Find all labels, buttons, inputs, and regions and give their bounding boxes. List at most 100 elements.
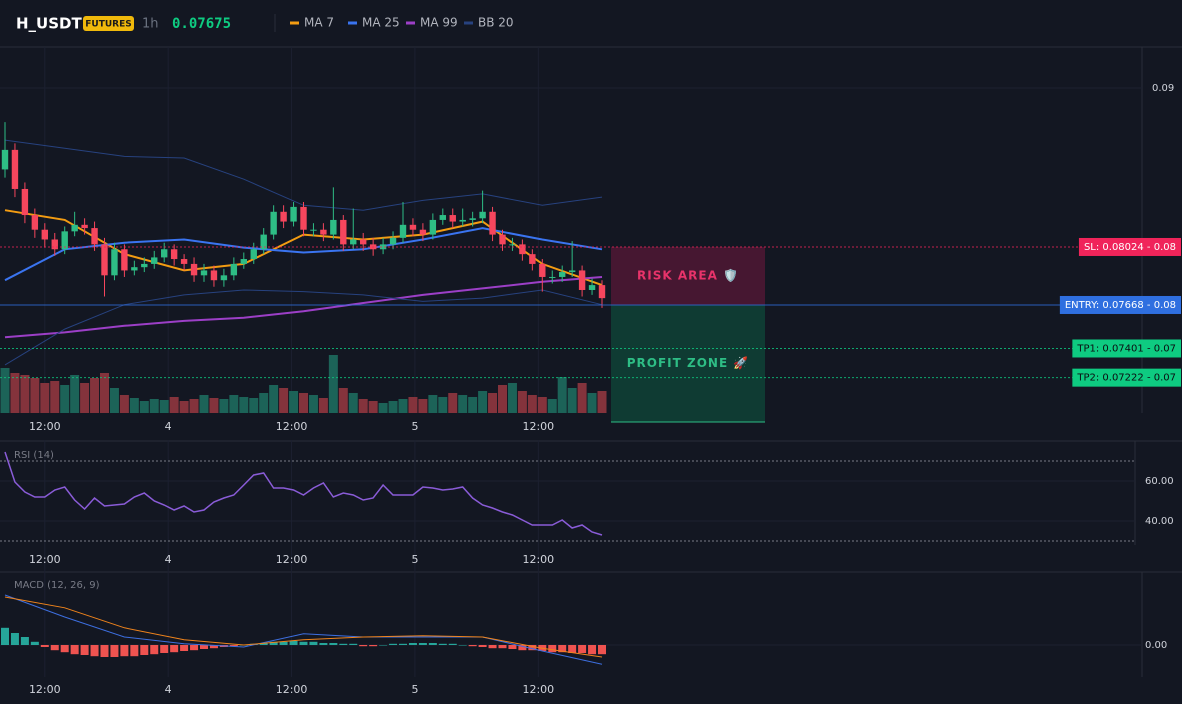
- volume-bar: [587, 393, 597, 413]
- macd-bar: [229, 645, 238, 647]
- volume-bar: [40, 383, 50, 413]
- x-tick-label: 5: [411, 420, 418, 433]
- candle-body: [489, 211, 496, 235]
- volume-bar: [119, 395, 129, 413]
- macd-bar: [40, 645, 49, 647]
- volume-bar: [60, 385, 70, 413]
- y-tick-label: 0.00: [1145, 640, 1167, 651]
- volume-bar: [269, 385, 279, 413]
- candle-body: [31, 215, 39, 230]
- candle-body: [350, 239, 357, 245]
- x-tick-label: 12:00: [29, 420, 61, 433]
- volume-bar: [567, 388, 577, 413]
- macd-bar: [379, 645, 388, 646]
- volume-bar: [388, 401, 398, 413]
- candle-body: [529, 254, 536, 264]
- volume-bar: [557, 377, 567, 413]
- macd-bar: [578, 645, 587, 653]
- x-tick-label: 5: [411, 553, 418, 566]
- macd-bar: [508, 645, 517, 649]
- candle-body: [161, 249, 168, 258]
- volume-bar: [488, 393, 498, 413]
- volume-bar: [219, 399, 229, 413]
- macd-bar: [150, 645, 159, 655]
- macd-bar: [289, 641, 298, 645]
- level-label: TP1: 0.07401 - 0.07: [1076, 343, 1176, 354]
- volume-bar: [507, 383, 517, 413]
- macd-bar: [259, 643, 268, 645]
- macd-bar: [468, 645, 477, 647]
- candle-body: [270, 211, 277, 235]
- macd-bar: [458, 645, 467, 646]
- y-tick-label: 60.00: [1145, 476, 1174, 487]
- macd-bar: [110, 645, 119, 657]
- macd-bar: [448, 643, 457, 645]
- volume-bar: [597, 391, 607, 413]
- macd-bar: [120, 645, 129, 657]
- x-tick-label: 12:00: [276, 553, 308, 566]
- volume-bar: [408, 397, 418, 413]
- candle-body: [320, 229, 327, 235]
- candle-body: [91, 228, 98, 245]
- volume-bar: [100, 373, 109, 413]
- pane-title: RSI (14): [14, 450, 54, 461]
- candle-body: [280, 211, 287, 222]
- macd-bar: [418, 643, 427, 645]
- macd-bar: [70, 645, 79, 655]
- candle-body: [290, 206, 297, 222]
- volume-bar: [328, 355, 338, 413]
- macd-bar: [428, 643, 437, 645]
- candle-body: [429, 219, 437, 235]
- candle-body: [41, 229, 48, 240]
- volume-bar: [428, 395, 438, 413]
- volume-bar: [438, 397, 448, 413]
- macd-bar: [10, 633, 19, 645]
- macd-bar: [170, 645, 179, 653]
- candle-body: [578, 270, 586, 290]
- macd-bar: [269, 641, 278, 645]
- candle-body: [111, 249, 118, 276]
- volume-bar: [308, 395, 318, 413]
- macd-bar: [598, 645, 606, 655]
- candle-body: [389, 237, 397, 245]
- volume-bar: [338, 388, 348, 413]
- candle-body: [469, 218, 476, 220]
- volume-bar: [189, 399, 199, 413]
- volume-bar: [209, 398, 219, 413]
- macd-bar: [90, 645, 99, 657]
- x-tick-label: 4: [165, 683, 172, 696]
- volume-bar: [139, 401, 149, 413]
- volume-bar: [418, 399, 428, 413]
- candle-body: [51, 239, 58, 250]
- volume-bar: [259, 393, 269, 413]
- volume-bar: [458, 395, 468, 413]
- volume-bar: [199, 395, 209, 413]
- volume-bar: [527, 395, 537, 413]
- candle-body: [439, 215, 446, 220]
- volume-bar: [149, 399, 159, 413]
- macd-bar: [339, 643, 348, 645]
- volume-bar: [229, 395, 239, 413]
- candle-body: [449, 215, 456, 222]
- volume-bar: [90, 378, 100, 413]
- x-tick-label: 4: [165, 420, 172, 433]
- symbol: H_USDT: [16, 15, 82, 33]
- candle-body: [539, 263, 546, 277]
- volume-bar: [398, 399, 408, 413]
- macd-bar: [299, 641, 308, 645]
- x-tick-label: 12:00: [29, 683, 61, 696]
- candle-body: [250, 249, 257, 260]
- macd-bar: [588, 645, 597, 655]
- volume-bar: [109, 388, 119, 413]
- volume-bar: [378, 403, 388, 413]
- macd-bar: [20, 637, 29, 645]
- level-tag: [1072, 368, 1181, 387]
- volume-bar: [289, 391, 299, 413]
- last-price: 0.07675: [172, 16, 231, 32]
- zone: [611, 246, 765, 305]
- macd-line: [4, 594, 603, 665]
- indicator-line: [4, 289, 603, 366]
- x-tick-label: 12:00: [276, 683, 308, 696]
- zone-label: PROFIT ZONE 🚀: [627, 356, 750, 370]
